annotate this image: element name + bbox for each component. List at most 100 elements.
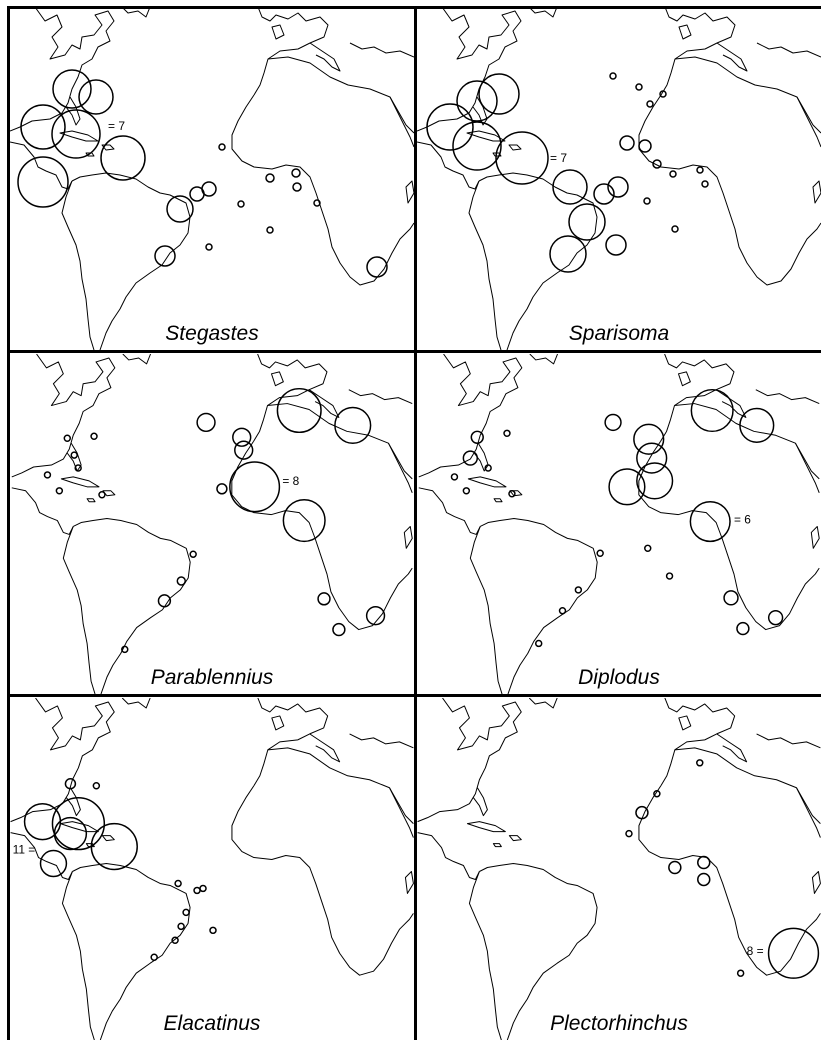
occurrence-circle — [52, 69, 92, 109]
occurrence-circle — [171, 936, 179, 945]
occurrence-circle — [462, 487, 471, 495]
occurrence-circle — [635, 805, 649, 820]
occurrence-circle — [450, 473, 459, 481]
occurrence-circle — [608, 468, 646, 506]
occurrence-circle — [596, 549, 604, 557]
occurrence-circle — [462, 450, 478, 466]
occurrence-circle — [568, 203, 606, 241]
scale-label: 11 = — [13, 843, 36, 857]
occurrence-circle — [276, 387, 322, 434]
occurrence-circle — [92, 782, 101, 790]
map-panel-plectorhinchus: 8 = Plectorhinchus — [417, 698, 821, 1040]
occurrence-circle — [63, 434, 71, 442]
genus-label: Plectorhinchus — [550, 1012, 688, 1035]
scale-label: = 8 — [282, 474, 299, 488]
occurrence-circle — [177, 922, 185, 931]
occurrence-circle — [646, 100, 654, 108]
occurrence-circles — [426, 72, 709, 273]
occurrence-circle — [558, 607, 567, 615]
occurrence-circle — [452, 121, 502, 171]
occurrence-circle — [17, 156, 69, 208]
occurrence-circle — [291, 168, 301, 178]
occurrence-circle — [495, 131, 549, 185]
occurrence-circle — [669, 170, 677, 178]
atlantic-map: = 8 — [11, 354, 413, 694]
occurrence-circle — [317, 592, 331, 606]
occurrence-circle — [196, 412, 216, 433]
occurrence-circle — [736, 969, 745, 977]
occurrence-circle — [234, 440, 254, 460]
occurrence-circle — [643, 197, 651, 205]
occurrence-circle — [609, 72, 617, 80]
occurrence-circle — [39, 849, 68, 878]
scale-label: = 6 — [734, 513, 751, 527]
occurrence-circle — [176, 576, 186, 586]
occurrence-circles — [17, 69, 388, 278]
occurrence-circle — [266, 226, 274, 234]
occurrence-circle — [484, 464, 492, 472]
occurrence-circle — [209, 926, 217, 935]
occurrence-circle — [292, 182, 302, 192]
occurrence-circle — [665, 572, 674, 580]
occurrence-circle — [636, 442, 668, 474]
occurrence-circle — [199, 884, 207, 893]
occurrence-circles — [625, 759, 820, 979]
panel-divider — [7, 694, 821, 697]
occurrence-circle — [767, 927, 820, 979]
panel-divider — [7, 350, 821, 353]
occurrence-circle — [736, 621, 750, 636]
occurrence-circles — [23, 778, 217, 961]
occurrence-circle — [332, 622, 346, 637]
occurrence-circle — [478, 73, 520, 115]
occurrence-circle — [696, 166, 704, 174]
occurrence-circle — [265, 173, 275, 183]
occurrence-circle — [205, 243, 213, 251]
occurrence-circle — [767, 609, 784, 626]
occurrence-circle — [282, 498, 326, 543]
occurrence-circle — [690, 388, 734, 433]
occurrence-circle — [503, 429, 511, 438]
occurrence-circle — [90, 822, 138, 871]
occurrence-circle — [90, 432, 98, 440]
atlantic-map: = 7 — [417, 7, 821, 350]
occurrence-circle — [53, 816, 88, 851]
map-panel-diplodus: = 6 Diplodus — [417, 354, 821, 694]
occurrence-circle — [426, 103, 474, 151]
occurrence-circle — [78, 79, 114, 115]
occurrence-circle — [55, 487, 64, 495]
occurrence-circle — [189, 550, 197, 558]
occurrence-circle — [552, 169, 588, 205]
occurrence-circle — [216, 483, 228, 495]
occurrence-circle — [193, 886, 201, 895]
panel-divider — [7, 6, 821, 9]
occurrence-circle — [456, 80, 498, 122]
panel-divider — [7, 6, 10, 1040]
occurrence-circle — [64, 778, 77, 790]
occurrence-circle — [636, 462, 674, 500]
occurrence-circle — [232, 427, 252, 447]
occurrence-circle — [166, 195, 194, 223]
genus-label: Sparisoma — [568, 322, 670, 345]
occurrence-circle — [593, 183, 615, 205]
occurrence-circle — [697, 872, 711, 887]
occurrence-circle — [633, 423, 665, 455]
occurrence-circle — [534, 639, 543, 648]
occurrence-circle — [739, 407, 775, 443]
occurrence-circle — [701, 180, 709, 188]
occurrence-circle — [43, 471, 52, 479]
atlantic-map: 11 = — [10, 698, 414, 1040]
occurrence-circle — [604, 413, 622, 432]
occurrence-circle — [635, 83, 643, 91]
occurrence-circle — [218, 143, 226, 151]
genus-label: Parablennius — [150, 666, 274, 689]
occurrence-circle — [605, 234, 627, 256]
atlantic-map: = 7 — [10, 7, 414, 350]
occurrence-circle — [470, 430, 484, 444]
occurrence-circle — [689, 500, 731, 543]
genus-label: Stegastes — [165, 322, 259, 345]
occurrence-circle — [51, 796, 106, 851]
occurrence-circle — [157, 594, 172, 608]
occurrence-circle — [574, 586, 583, 594]
atlantic-map: 8 = — [417, 698, 821, 1040]
